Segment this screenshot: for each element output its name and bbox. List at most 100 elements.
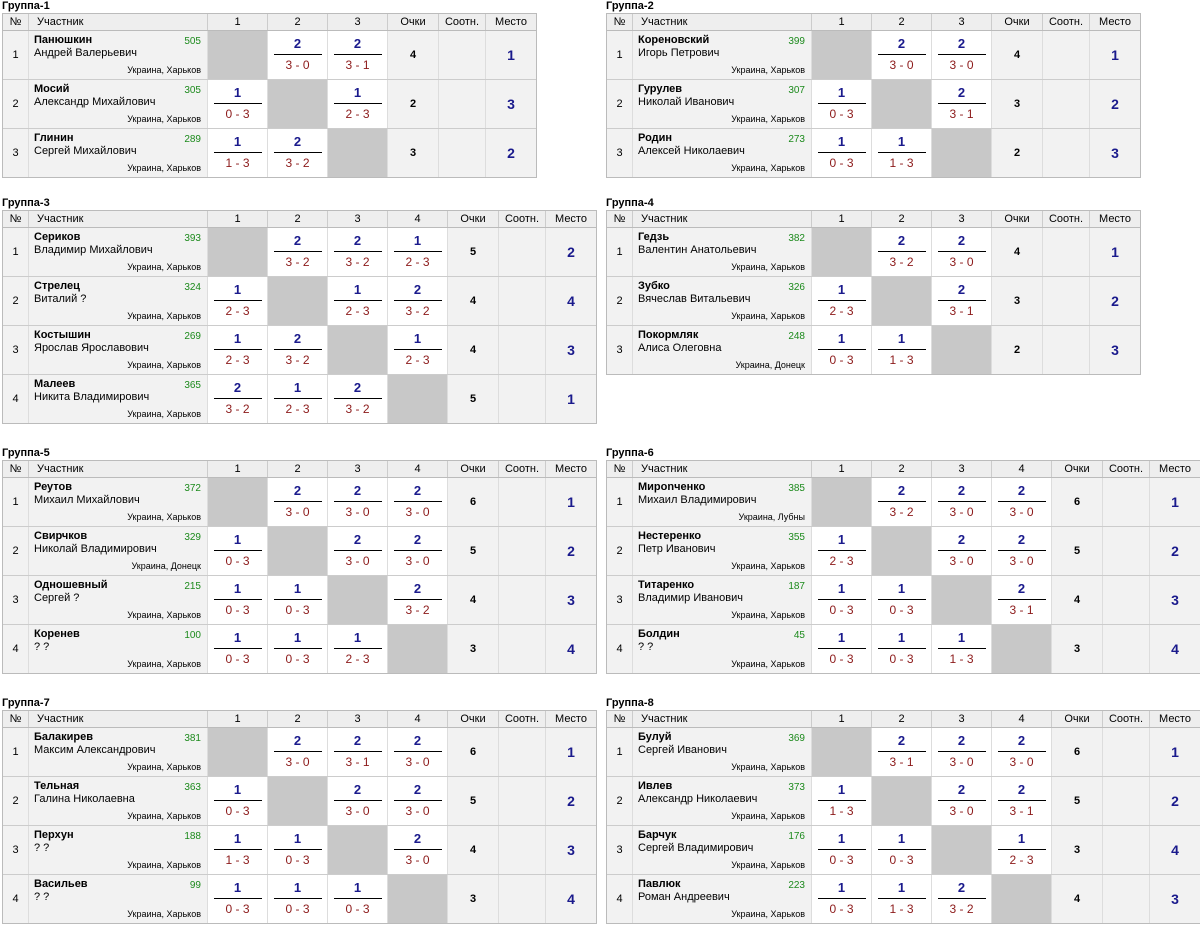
header-cell: 1 — [812, 14, 872, 30]
player-rating: 326 — [788, 282, 805, 293]
player-ratio — [1103, 875, 1150, 923]
player-firstname: Николай Иванович — [638, 96, 735, 108]
table-header: № Участник 1 2 3 4 Очки Соотн. Место — [2, 210, 597, 228]
self-cell — [268, 777, 328, 825]
player-ratio — [1103, 527, 1150, 575]
match-score: 3 - 1 — [949, 107, 974, 121]
self-cell — [932, 576, 992, 624]
player-city: Украина, Харьков — [731, 860, 805, 870]
match-points: 1 — [897, 831, 906, 846]
divider — [877, 251, 926, 252]
player-surname[interactable]: Балакирев — [34, 731, 93, 743]
place-value: 2 — [1171, 793, 1179, 809]
player-surname[interactable]: Павлюк — [638, 878, 681, 890]
match-points: 2 — [413, 782, 422, 797]
player-surname[interactable]: Титаренко — [638, 579, 695, 591]
divider — [817, 849, 866, 850]
player-surname[interactable]: Костышин — [34, 329, 91, 341]
player-points: 4 — [1052, 576, 1103, 624]
player-place: 1 — [546, 478, 596, 526]
divider — [393, 300, 442, 301]
table-header: № Участник 1 2 3 4 Очки Соотн. Место — [2, 460, 597, 478]
match-points: 2 — [293, 733, 302, 748]
player-surname[interactable]: Болдин — [638, 628, 680, 640]
player-surname[interactable]: Гедзь — [638, 231, 670, 243]
player-cell: Павлюк Роман Андреевич 223 Украина, Харьков — [633, 875, 812, 923]
player-surname[interactable]: Васильев — [34, 878, 88, 890]
player-surname[interactable]: Родин — [638, 132, 673, 144]
group-8: Группа-8 № Участник 1 2 3 4 Очки Соотн. Место 1 Бул… — [606, 697, 1200, 924]
player-surname[interactable]: Панюшкин — [34, 34, 93, 46]
player-surname[interactable]: Покормляк — [638, 329, 699, 341]
player-surname[interactable]: Тельная — [34, 780, 80, 792]
table-row: 1 Сериков Владимир Михайлович 393 Украина, Х… — [3, 228, 596, 277]
match-score: 3 - 0 — [345, 554, 370, 568]
player-cell: Костышин Ярослав Ярославович 269 Украина, Х… — [29, 326, 208, 374]
player-surname[interactable]: Одношевный — [34, 579, 108, 591]
player-points: 5 — [1052, 777, 1103, 825]
divider — [273, 501, 322, 502]
player-surname[interactable]: Нестеренко — [638, 530, 702, 542]
player-surname[interactable]: Мирonченко — [638, 481, 706, 493]
player-ratio — [1043, 277, 1090, 325]
player-surname[interactable]: Булуй — [638, 731, 672, 743]
place-value: 1 — [1111, 47, 1119, 63]
match-score: 3 - 0 — [285, 58, 310, 72]
player-points: 4 — [448, 277, 499, 325]
player-ratio — [499, 875, 546, 923]
player-surname[interactable]: Зубко — [638, 280, 670, 292]
header-cell: Очки — [992, 14, 1043, 30]
player-surname[interactable]: Глинин — [34, 132, 74, 144]
player-city: Украина, Харьков — [127, 262, 201, 272]
player-points: 2 — [992, 129, 1043, 177]
divider — [393, 501, 442, 502]
divider — [937, 251, 986, 252]
player-ratio — [499, 527, 546, 575]
match-points: 2 — [1017, 483, 1026, 498]
player-place: 2 — [486, 129, 536, 177]
player-cell: Булуй Сергей Иванович 369 Украина, Харьков — [633, 728, 812, 776]
table-body: 1 Булуй Сергей Иванович 369 Украина, Харьков… — [606, 728, 1200, 924]
divider — [213, 103, 262, 104]
player-surname[interactable]: Реутов — [34, 481, 73, 493]
player-ratio — [1103, 478, 1150, 526]
player-surname[interactable]: Свирчков — [34, 530, 88, 542]
player-firstname: Андрей Валерьевич — [34, 47, 137, 59]
header-cell: 2 — [872, 711, 932, 727]
player-surname[interactable]: Кореновский — [638, 34, 710, 46]
match-points: 2 — [957, 532, 966, 547]
match-result: 2 3 - 0 — [388, 826, 448, 874]
place-value: 4 — [1171, 842, 1179, 858]
player-city: Украина, Харьков — [127, 409, 201, 419]
player-surname[interactable]: Барчук — [638, 829, 677, 841]
player-surname[interactable]: Мосий — [34, 83, 70, 95]
divider — [273, 54, 322, 55]
player-surname[interactable]: Стрелец — [34, 280, 80, 292]
player-surname[interactable]: Гурулев — [638, 83, 683, 95]
self-cell — [812, 31, 872, 79]
match-points: 1 — [837, 630, 846, 645]
header-cell: Место — [1159, 463, 1191, 475]
player-place: 1 — [546, 728, 596, 776]
player-surname[interactable]: Сериков — [34, 231, 81, 243]
player-number: 1 — [607, 228, 633, 276]
player-surname[interactable]: Малеев — [34, 378, 76, 390]
header-cell: Соотн. — [1043, 211, 1090, 227]
player-cell: Родин Алексей Николаевич 273 Украина, Харьк… — [633, 129, 812, 177]
player-surname[interactable]: Ивлев — [638, 780, 673, 792]
match-points: 2 — [293, 483, 302, 498]
player-cell: Свирчков Николай Владимирович 329 Украина, … — [29, 527, 208, 575]
match-points: 2 — [293, 36, 302, 51]
player-surname[interactable]: Перхун — [34, 829, 74, 841]
table-header: № Участник 1 2 3 4 Очки Соотн. Место — [606, 710, 1200, 728]
header-cell: Участник — [633, 711, 812, 727]
player-city: Украина, Харьков — [731, 909, 805, 919]
player-surname[interactable]: Коренев — [34, 628, 80, 640]
divider — [273, 898, 322, 899]
header-cell: 1 — [208, 211, 268, 227]
player-firstname: Игорь Петрович — [638, 47, 720, 59]
divider — [333, 648, 382, 649]
divider — [877, 152, 926, 153]
match-score: 1 - 3 — [829, 804, 854, 818]
match-result: 1 2 - 3 — [812, 277, 872, 325]
